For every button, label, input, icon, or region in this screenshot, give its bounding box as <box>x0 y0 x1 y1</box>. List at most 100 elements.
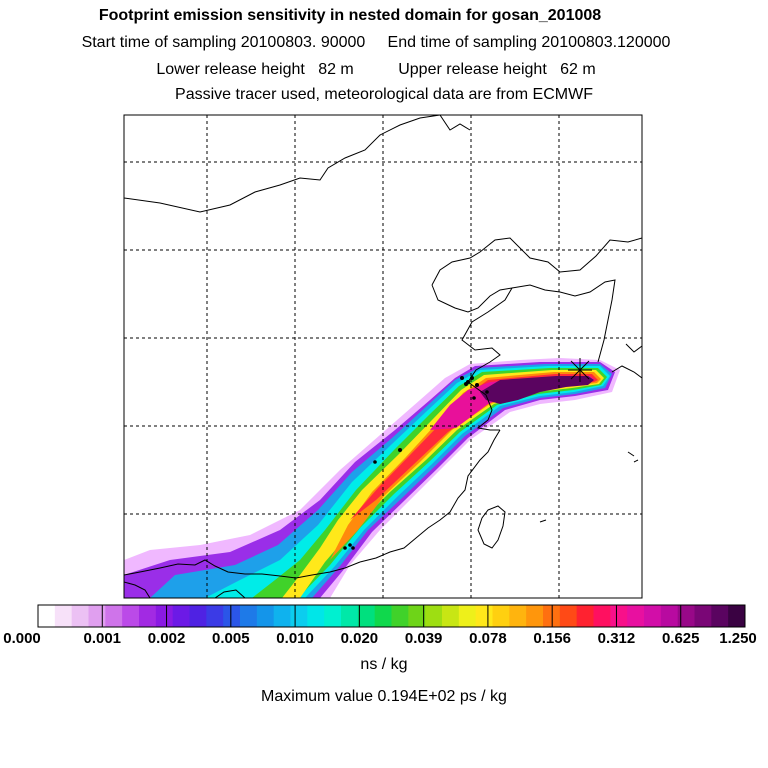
colorbar-swatch <box>139 605 157 627</box>
coast-ryukyu-1 <box>627 451 635 457</box>
colorbar-swatch <box>290 605 308 627</box>
colorbar-swatch <box>324 605 342 627</box>
colorbar-swatch <box>425 605 443 627</box>
colorbar-swatch <box>728 605 746 627</box>
sampling-times: Start time of sampling 20100803. 90000 E… <box>0 34 760 52</box>
colorbar-swatch <box>122 605 140 627</box>
point-source <box>343 546 347 550</box>
coast-east-china <box>359 429 501 563</box>
colorbar-swatch <box>189 605 207 627</box>
upper-release-label: Upper release height 62 m <box>398 61 596 78</box>
point-source <box>351 546 355 550</box>
colorbar-swatch <box>155 605 174 627</box>
end-time-label: End time of sampling 20100803.120000 <box>387 34 671 51</box>
colorbar-tick-label: 0.005 <box>212 630 250 647</box>
colorbar-tick-label: 0.625 <box>661 630 700 647</box>
point-source <box>398 448 402 452</box>
colorbar-swatch <box>223 605 241 627</box>
colorbar-swatch <box>509 605 527 627</box>
colorbar-swatch <box>240 605 258 627</box>
coast-japan-honshu <box>625 343 642 353</box>
coast-mongolia-border <box>124 115 441 213</box>
colorbar-tick-label: 0.000 <box>3 630 41 647</box>
coast-japan-kyushu <box>611 365 642 379</box>
colorbar-swatch <box>105 605 123 627</box>
map-panel <box>124 115 642 598</box>
colorbar-swatch <box>54 605 73 627</box>
colorbar-swatch <box>694 605 712 627</box>
colorbar-swatch <box>273 605 291 627</box>
receptor-star-icon <box>568 358 592 382</box>
figure-title: Footprint emission sensitivity in nested… <box>98 7 602 24</box>
start-time-label: Start time of sampling 20100803. 90000 <box>81 34 366 51</box>
colorbar-swatch <box>458 605 477 627</box>
colorbar-swatch <box>442 605 460 627</box>
colorbar-swatch <box>374 605 392 627</box>
colorbar-swatch <box>408 605 426 627</box>
colorbar-swatch <box>475 605 493 627</box>
colorbar-swatch <box>610 605 628 627</box>
colorbar-swatch <box>357 605 376 627</box>
colorbar-swatch <box>644 605 662 627</box>
coast-korea <box>511 279 616 363</box>
colorbar-tick-label: 0.002 <box>147 630 186 647</box>
colorbar-tick-label: 0.156 <box>533 630 571 647</box>
colorbar-tick-labels: 0.000 0.001 0.002 0.005 0.010 0.020 0.039 0.078… <box>0 630 768 652</box>
colorbar-swatch <box>559 605 578 627</box>
colorbar-units: ns / kg <box>360 656 408 673</box>
colorbar-swatch <box>526 605 544 627</box>
colorbar-swatch <box>543 605 561 627</box>
colorbar-tick-label: 0.010 <box>276 630 314 647</box>
colorbar-swatch <box>660 605 679 627</box>
coast-ryukyu-2 <box>633 459 639 463</box>
coastlines <box>124 115 642 598</box>
colorbar-swatch <box>172 605 190 627</box>
colorbar-swatch <box>391 605 409 627</box>
coast-south-china <box>124 559 361 579</box>
colorbar-swatch <box>711 605 729 627</box>
maximum-value-label: Maximum value 0.194E+02 ps / kg <box>261 688 507 705</box>
colorbar-tick-label: 1.250 <box>719 630 757 647</box>
point-source <box>348 543 352 547</box>
colorbar-swatch <box>593 605 611 627</box>
colorbar-swatch <box>71 605 89 627</box>
colorbar-tick-label: 0.020 <box>340 630 379 647</box>
colorbar-swatch <box>88 605 106 627</box>
plume-band-dark <box>480 376 594 404</box>
graticule <box>124 115 642 598</box>
release-heights: Lower release height 82 m Upper release … <box>0 61 760 79</box>
colorbar-swatch <box>341 605 359 627</box>
colorbar-frame <box>37 604 746 628</box>
point-source <box>464 382 468 386</box>
colorbar-swatch <box>256 605 275 627</box>
colorbar-swatch <box>677 605 695 627</box>
colorbar-tick-label: 0.001 <box>83 630 122 647</box>
point-source <box>475 383 479 387</box>
coast-gulf-tonkin <box>124 581 151 598</box>
coast-islet-1 <box>539 519 547 523</box>
coast-manchuria <box>431 237 642 286</box>
colorbar-swatch <box>206 605 224 627</box>
colorbar-tick-label: 0.312 <box>597 630 636 647</box>
colorbar-swatch <box>627 605 645 627</box>
coast-hainan <box>214 589 246 598</box>
colorbar-swatch <box>307 605 325 627</box>
coast-north-china <box>439 115 471 131</box>
colorbar-swatch <box>38 605 56 627</box>
plume-band-cyan <box>205 366 610 598</box>
colorbar-swatch <box>492 605 510 627</box>
tracer-note: Passive tracer used, meteorological data… <box>175 86 593 103</box>
point-source <box>373 460 377 464</box>
coast-bohai <box>431 284 513 431</box>
map-frame <box>123 114 643 599</box>
colorbar-swatch <box>576 605 594 627</box>
coast-taiwan <box>477 505 506 549</box>
point-source <box>485 390 489 394</box>
colorbar-tick-label: 0.039 <box>404 630 443 647</box>
colorbar <box>37 604 746 628</box>
colorbar-tick-label: 0.078 <box>469 630 507 647</box>
point-sources <box>343 376 489 550</box>
point-source <box>472 396 476 400</box>
